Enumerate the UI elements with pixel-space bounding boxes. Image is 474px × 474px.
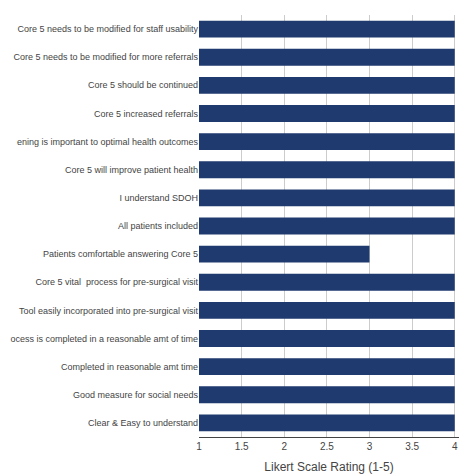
svg-text:Likert Scale Rating (1-5): Likert Scale Rating (1-5) <box>264 460 393 474</box>
svg-text:1.5: 1.5 <box>235 441 249 452</box>
svg-text:3.5: 3.5 <box>405 441 419 452</box>
svg-text:Completed in reasonable amt ti: Completed in reasonable amt time <box>61 362 198 372</box>
svg-text:Core 5 increased referrals: Core 5 increased referrals <box>94 109 199 119</box>
svg-text:I understand SDOH: I understand SDOH <box>119 193 198 203</box>
svg-text:Core 5 vital process for pre-: Core 5 vital process for pre-surgical vi… <box>35 277 198 287</box>
svg-text:Patients comfortable answering: Patients comfortable answering Core 5 <box>43 249 198 259</box>
svg-text:Core 5 should be continued: Core 5 should be continued <box>88 80 198 90</box>
svg-text:Tool easily incorporated into: Tool easily incorporated into pre-surgic… <box>19 306 199 316</box>
svg-text:Core 5 needs to be modified fo: Core 5 needs to be modified for more ref… <box>13 52 198 62</box>
svg-text:Good measure for social needs: Good measure for social needs <box>73 390 199 400</box>
svg-text:ocess is completed in a reason: ocess is completed in a reasonable amt o… <box>10 334 198 344</box>
svg-text:Core 5 needs to be modified fo: Core 5 needs to be modified for staff us… <box>18 24 199 34</box>
svg-text:4: 4 <box>452 441 458 452</box>
svg-text:2.5: 2.5 <box>320 441 334 452</box>
svg-text:ening is important to optimal: ening is important to optimal health out… <box>17 137 199 147</box>
svg-text:Clear & Easy to understand: Clear & Easy to understand <box>88 418 198 428</box>
svg-text:All patients included: All patients included <box>118 221 198 231</box>
svg-text:2: 2 <box>281 441 287 452</box>
svg-text:1: 1 <box>196 441 202 452</box>
svg-text:3: 3 <box>367 441 373 452</box>
svg-text:Core 5 will improve patient he: Core 5 will improve patient health <box>65 165 198 175</box>
